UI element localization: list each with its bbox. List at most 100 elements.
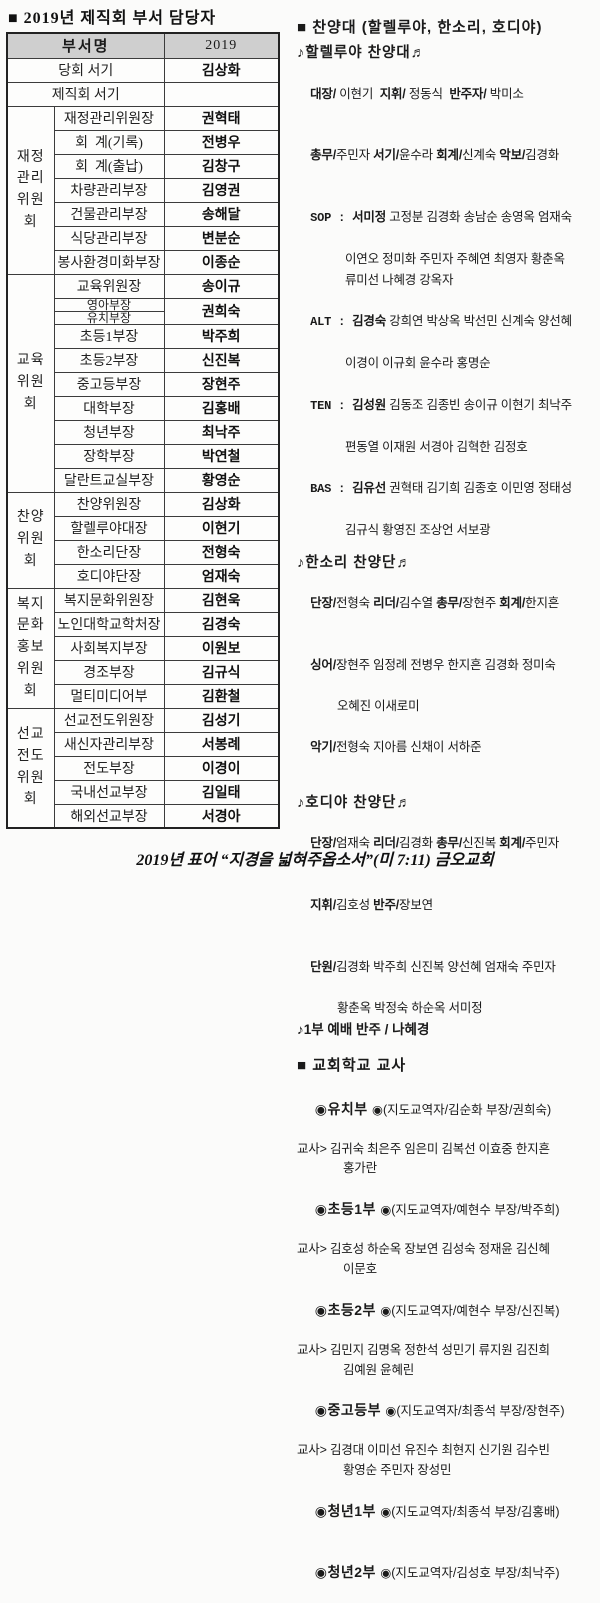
name-cell: 김상화 bbox=[163, 57, 280, 83]
hansori-singers-cont: 오혜진 이새로미 bbox=[337, 699, 420, 714]
position-cell: 해외선교부장 bbox=[53, 803, 165, 829]
position-cell: 대학부장 bbox=[53, 395, 165, 421]
role-value: 엄재숙 bbox=[335, 836, 374, 851]
role-label: 지휘/ bbox=[310, 897, 336, 912]
name-cell: 이현기 bbox=[163, 515, 280, 541]
position-cell: 선교전도위원장 bbox=[53, 707, 165, 733]
table-row: 중고등부장 장현주 bbox=[7, 371, 280, 397]
table-row: 당회 서기 김상화 bbox=[6, 57, 280, 83]
table-row: 해외선교부장 서경아 bbox=[7, 803, 280, 829]
soprano-part-cont: 류미선 나혜경 강옥자 bbox=[345, 272, 454, 287]
alto-part-cont: 이경이 이규회 윤수라 홍명순 bbox=[345, 356, 491, 371]
position-cell: 복지문화위원장 bbox=[53, 587, 165, 613]
table-row: 회 계(기록) 전병우 bbox=[7, 129, 280, 155]
name-cell: 이경이 bbox=[163, 755, 280, 781]
category-cell-welfare: 복지 문화 홍보 위원 회 bbox=[6, 587, 55, 709]
hansori-instruments-line: 악기/전형숙 지아름 신채이 서하준 bbox=[297, 717, 599, 779]
role-label: 단장/ bbox=[310, 836, 336, 851]
name-cell: 최낙주 bbox=[163, 419, 280, 445]
table-row: 달란트교실부장 황영순 bbox=[7, 467, 280, 493]
dept-line-kindergarten: ◉유치부 ◉(지도교역자/김순화 부장/권희숙) bbox=[297, 1079, 599, 1140]
name-cell: 김일태 bbox=[163, 779, 280, 805]
right-column: ■ 찬양대 (할렐루야, 한소리, 호디야) ♪할렐루야 찬양대♬ 대장/ 이현… bbox=[297, 16, 599, 1603]
table-row: 멀티미디어부 김환철 bbox=[7, 683, 280, 709]
role-label: 악기/ bbox=[310, 740, 336, 755]
table-row: 사회복지부장 이원보 bbox=[7, 635, 280, 661]
table-row: 찬양 위원 회 찬양위원장 김상화 bbox=[6, 491, 280, 589]
table-row: 회 계(출납) 김창구 bbox=[7, 153, 280, 179]
name-cell: 김영권 bbox=[163, 177, 280, 203]
name-cell: 엄재숙 bbox=[163, 563, 280, 589]
role-value: 김경화 bbox=[399, 836, 437, 851]
name-cell: 김상화 bbox=[163, 491, 280, 517]
dept-name: ◉청년2부 bbox=[314, 1563, 381, 1580]
role-value: 한지흔 bbox=[525, 596, 560, 611]
position-cell: 제직회 서기 bbox=[6, 81, 165, 107]
role-label: 단원/ bbox=[310, 959, 336, 974]
role-value: 전형숙 bbox=[335, 596, 374, 611]
first-service-accompanist-note: ♪1부 예배 반주 / 나혜경 bbox=[297, 1021, 430, 1037]
hansori-leaders-line: 단장/전형숙 리더/김수열 총무/장현주 회계/한지흔 bbox=[297, 573, 599, 635]
name-cell: 김현욱 bbox=[163, 587, 280, 613]
role-value: 이현기 bbox=[335, 86, 380, 101]
table-header-row: 부서명 2019 bbox=[6, 32, 280, 59]
tenor-part-line: TEN : 김성원 김동조 김종빈 송이규 이현기 최낙주 bbox=[297, 374, 599, 437]
footer-motto: 2019년 표어 “지경을 넓혀주옵소서”(미 7:11) 금오교회 bbox=[136, 852, 494, 869]
name-cell: 장현주 bbox=[163, 371, 280, 397]
role-value: 주민자 bbox=[335, 148, 374, 163]
role-value: 전형숙 지아름 신채이 서하준 bbox=[335, 740, 482, 755]
role-label: 총무/ bbox=[436, 836, 463, 851]
hallelujah-leaders-line1: 대장/ 이현기 지휘/ 정동식 반주자/ 박미소 bbox=[297, 63, 599, 125]
name-cell: 변분순 bbox=[163, 225, 280, 251]
role-value: 김경화 bbox=[525, 148, 560, 163]
table-row: 장학부장 박연철 bbox=[7, 443, 280, 469]
hodiya-leaders-line1: 단장/엄재숙 리더/김경화 총무/신진복 회계/주민자 bbox=[297, 813, 599, 875]
role-label: 단장/ bbox=[310, 596, 336, 611]
teacher-line: 교사> 김민지 김명옥 정한석 성민기 류지원 김진희 bbox=[297, 1342, 550, 1357]
role-value: 장현주 임정례 전병우 한지흔 김경화 정미숙 bbox=[335, 658, 556, 673]
table-row: 경조부장 김규식 bbox=[7, 659, 280, 685]
table-row: 교육 위원 회 교육위원장 송이규 bbox=[6, 273, 280, 493]
table-row: 청년부장 최낙주 bbox=[7, 419, 280, 445]
part-code: TEN : bbox=[310, 398, 353, 413]
tenor-part-cont: 편동열 이재원 서경아 김혁한 김정호 bbox=[345, 439, 528, 454]
school-section-title: ■ 교회학교 교사 bbox=[297, 1056, 407, 1074]
category-cell-mission: 선교 전도 위원 회 bbox=[6, 707, 55, 829]
dept-staff: ◉(지도교역자/김순화 부장/권희숙) bbox=[372, 1102, 552, 1117]
dept-staff: ◉(지도교역자/예현수 부장/신진복) bbox=[380, 1303, 560, 1318]
role-label: 대장/ bbox=[310, 86, 336, 101]
hodiya-members-line: 단원/김경화 박주희 신진복 양선혜 엄재숙 주민자 bbox=[297, 936, 599, 998]
position-cell: 회 계(출납) bbox=[53, 153, 165, 179]
teacher-line: 교사> 김경대 이미선 유진수 최현지 신기원 김수빈 bbox=[297, 1443, 550, 1458]
name-cell: 권희숙 bbox=[163, 297, 280, 325]
position-cell: 경조부장 bbox=[53, 659, 165, 685]
role-label: 총무/ bbox=[310, 148, 336, 163]
name-cell: 송해달 bbox=[163, 201, 280, 227]
name-cell: 이원보 bbox=[163, 635, 280, 661]
hansori-choir-title: ♪한소리 찬양단♬ bbox=[297, 554, 412, 571]
part-code: ALT : bbox=[310, 315, 353, 330]
position-cell: 재정관리위원장 bbox=[53, 105, 165, 131]
column-header-department: 부서명 bbox=[6, 32, 165, 59]
choir-section-title: ■ 찬양대 (할렐루야, 한소리, 호디야) bbox=[297, 19, 543, 36]
dept-staff: ◉(지도교역자/최종석 부장/김홍배) bbox=[380, 1504, 560, 1519]
role-label: 회계/ bbox=[436, 148, 463, 163]
role-label: 지휘/ bbox=[379, 86, 406, 101]
role-value: 윤수라 bbox=[399, 148, 437, 163]
position-cell: 국내선교부장 bbox=[53, 779, 165, 805]
role-label: 반주/ bbox=[373, 897, 400, 912]
teacher-line-cont: 이문호 bbox=[343, 1261, 377, 1276]
position-cell: 초등2부장 bbox=[53, 347, 165, 373]
part-members: 고정분 김경화 송남순 송영옥 엄재숙 bbox=[386, 210, 572, 225]
hallelujah-choir-title: ♪할렐루야 찬양대♬ bbox=[297, 45, 427, 61]
table-row: 건물관리부장 송해달 bbox=[7, 201, 280, 227]
role-label: 리더/ bbox=[373, 836, 400, 851]
role-label: 총무/ bbox=[436, 596, 463, 611]
name-cell bbox=[163, 81, 280, 107]
alto-part-line: ALT : 김경숙 강희연 박상옥 박선민 신계숙 양선혜 bbox=[297, 291, 599, 354]
position-cell: 식당관리부장 bbox=[53, 225, 165, 251]
role-label: 회계/ bbox=[499, 596, 526, 611]
name-cell: 황영순 bbox=[163, 467, 280, 493]
part-members: 강희연 박상옥 박선민 신계숙 양선혜 bbox=[386, 314, 572, 329]
name-cell: 김창구 bbox=[163, 153, 280, 179]
